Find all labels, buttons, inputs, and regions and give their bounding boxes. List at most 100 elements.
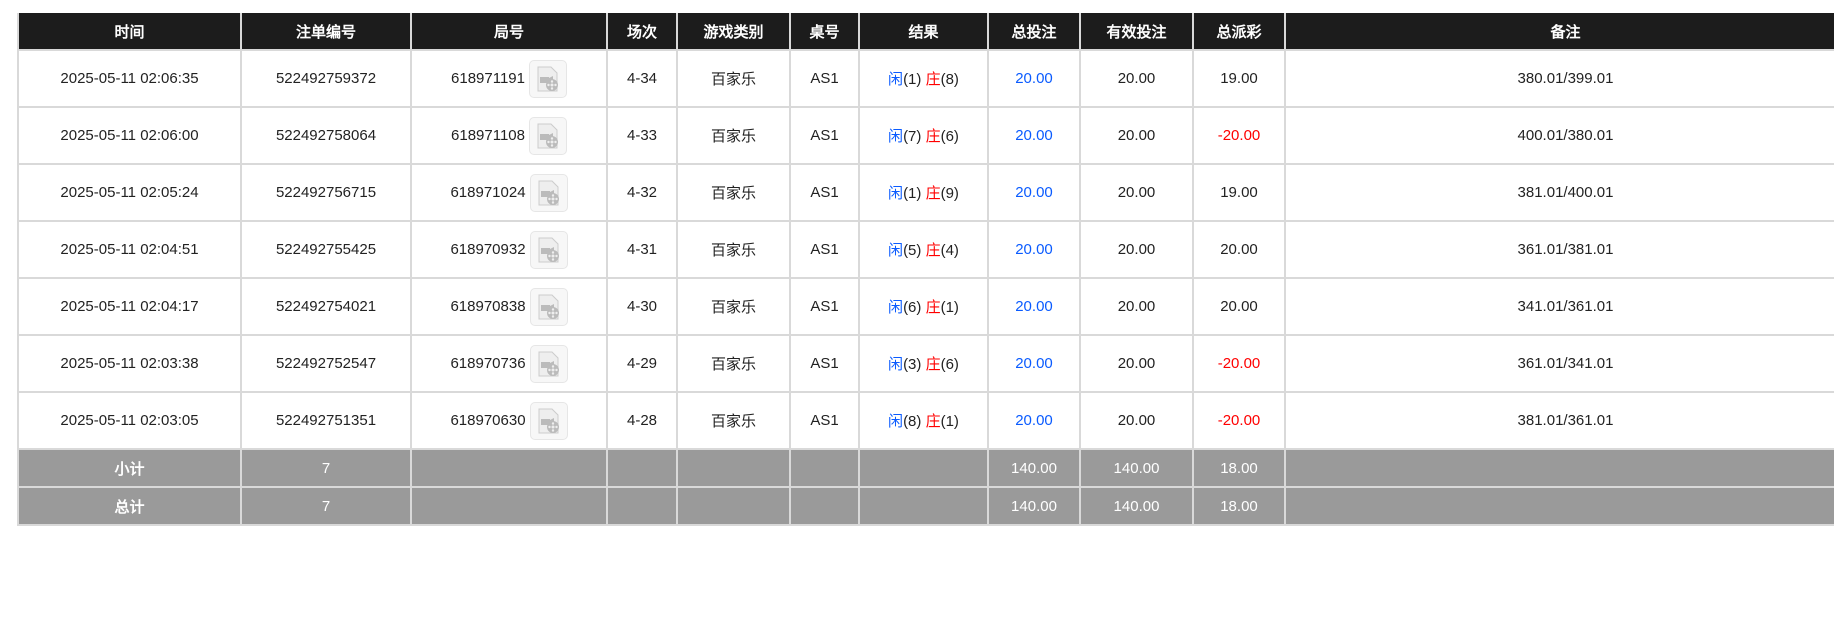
total-bet-cell: 20.00: [987, 106, 1081, 165]
valid-bet-cell: 20.00: [1079, 49, 1194, 108]
result-cell: 闲(5) 庄(4): [858, 220, 989, 279]
total-count: 7: [240, 486, 412, 526]
player-score: (6): [903, 299, 922, 316]
bet-id-cell: 522492759372: [240, 49, 412, 108]
round-cell: 618970838: [410, 277, 608, 336]
payout-cell: 20.00: [1192, 220, 1286, 279]
game-type-cell: 百家乐: [676, 220, 791, 279]
result-cell: 闲(1) 庄(8): [858, 49, 989, 108]
game-type-cell: 百家乐: [676, 391, 791, 450]
round-number: 618971024: [450, 183, 526, 201]
shoe-cell: 4-29: [606, 334, 678, 393]
bet-id-cell: 522492755425: [240, 220, 412, 279]
video-replay-icon[interactable]: [529, 287, 568, 326]
result-cell: 闲(6) 庄(1): [858, 277, 989, 336]
total-bet-cell: 20.00: [987, 163, 1081, 222]
round-number: 618970630: [450, 411, 526, 429]
banker-label: 庄: [925, 71, 941, 88]
table-row: 2025-05-11 02:03:05 522492751351 618970630…: [17, 391, 1834, 450]
table-no-cell: AS1: [789, 220, 860, 279]
round-cell: 618971024: [410, 163, 608, 222]
result-cell: 闲(8) 庄(1): [858, 391, 989, 450]
payout-cell: 20.00: [1192, 277, 1286, 336]
video-replay-icon[interactable]: [528, 116, 567, 155]
empty-cell: [676, 486, 791, 526]
video-replay-icon[interactable]: [529, 344, 568, 383]
table-no-cell: AS1: [789, 163, 860, 222]
valid-bet-cell: 20.00: [1079, 277, 1194, 336]
header-total-bet: 总投注: [987, 13, 1081, 51]
note-cell: 361.01/341.01: [1284, 334, 1834, 393]
round-cell: 618971191: [410, 49, 608, 108]
time-cell: 2025-05-11 02:03:05: [17, 391, 242, 450]
round-cell: 618970630: [410, 391, 608, 450]
banker-label: 庄: [925, 299, 941, 316]
video-replay-icon[interactable]: [529, 401, 568, 440]
total-bet-cell: 20.00: [987, 220, 1081, 279]
table-row: 2025-05-11 02:06:00 522492758064 618971108…: [17, 106, 1834, 165]
player-score: (7): [903, 128, 922, 145]
header-result: 结果: [858, 13, 989, 51]
header-table-no: 桌号: [789, 13, 860, 51]
total-row: 总计 7 140.00 140.00 18.00: [17, 486, 1834, 526]
banker-label: 庄: [925, 242, 941, 259]
round-number: 618971191: [451, 69, 525, 87]
empty-cell: [676, 448, 791, 488]
empty-cell: [789, 448, 860, 488]
payout-cell: -20.00: [1192, 334, 1286, 393]
table-row: 2025-05-11 02:04:17 522492754021 618970838…: [17, 277, 1834, 336]
shoe-cell: 4-34: [606, 49, 678, 108]
subtotal-label: 小计: [17, 448, 242, 488]
banker-score: (9): [940, 185, 959, 202]
subtotal-count: 7: [240, 448, 412, 488]
shoe-cell: 4-32: [606, 163, 678, 222]
video-replay-icon[interactable]: [529, 230, 568, 269]
video-replay-icon[interactable]: [528, 59, 567, 98]
player-label: 闲: [888, 413, 904, 430]
payout-cell: -20.00: [1192, 106, 1286, 165]
player-score: (8): [903, 413, 922, 430]
note-cell: 361.01/381.01: [1284, 220, 1834, 279]
table-no-cell: AS1: [789, 49, 860, 108]
game-type-cell: 百家乐: [676, 163, 791, 222]
table-no-cell: AS1: [789, 106, 860, 165]
payout-cell: 19.00: [1192, 163, 1286, 222]
subtotal-valid-bet: 140.00: [1079, 448, 1194, 488]
player-score: (5): [903, 242, 922, 259]
round-number: 618971108: [451, 126, 525, 144]
subtotal-total-bet: 140.00: [987, 448, 1081, 488]
round-cell: 618970736: [410, 334, 608, 393]
note-cell: 400.01/380.01: [1284, 106, 1834, 165]
valid-bet-cell: 20.00: [1079, 220, 1194, 279]
shoe-cell: 4-31: [606, 220, 678, 279]
header-time: 时间: [17, 13, 242, 51]
banker-score: (1): [940, 413, 959, 430]
game-type-cell: 百家乐: [676, 277, 791, 336]
valid-bet-cell: 20.00: [1079, 163, 1194, 222]
round-number: 618970736: [450, 354, 526, 372]
payout-cell: 19.00: [1192, 49, 1286, 108]
result-cell: 闲(7) 庄(6): [858, 106, 989, 165]
empty-cell: [1284, 448, 1834, 488]
banker-score: (8): [940, 71, 959, 88]
empty-cell: [606, 486, 678, 526]
header-note: 备注: [1284, 13, 1834, 51]
player-score: (1): [903, 71, 922, 88]
video-replay-icon[interactable]: [529, 173, 568, 212]
time-cell: 2025-05-11 02:04:51: [17, 220, 242, 279]
player-label: 闲: [888, 299, 904, 316]
round-cell: 618970932: [410, 220, 608, 279]
total-bet-cell: 20.00: [987, 391, 1081, 450]
player-score: (1): [903, 185, 922, 202]
result-cell: 闲(3) 庄(6): [858, 334, 989, 393]
game-type-cell: 百家乐: [676, 106, 791, 165]
header-row: 时间 注单编号 局号 场次 游戏类别 桌号 结果 总投注 有效投注 总派彩 备注: [17, 13, 1834, 51]
bet-id-cell: 522492758064: [240, 106, 412, 165]
banker-label: 庄: [925, 185, 941, 202]
banker-score: (1): [940, 299, 959, 316]
empty-cell: [789, 486, 860, 526]
total-bet-cell: 20.00: [987, 277, 1081, 336]
time-cell: 2025-05-11 02:05:24: [17, 163, 242, 222]
result-cell: 闲(1) 庄(9): [858, 163, 989, 222]
time-cell: 2025-05-11 02:06:00: [17, 106, 242, 165]
